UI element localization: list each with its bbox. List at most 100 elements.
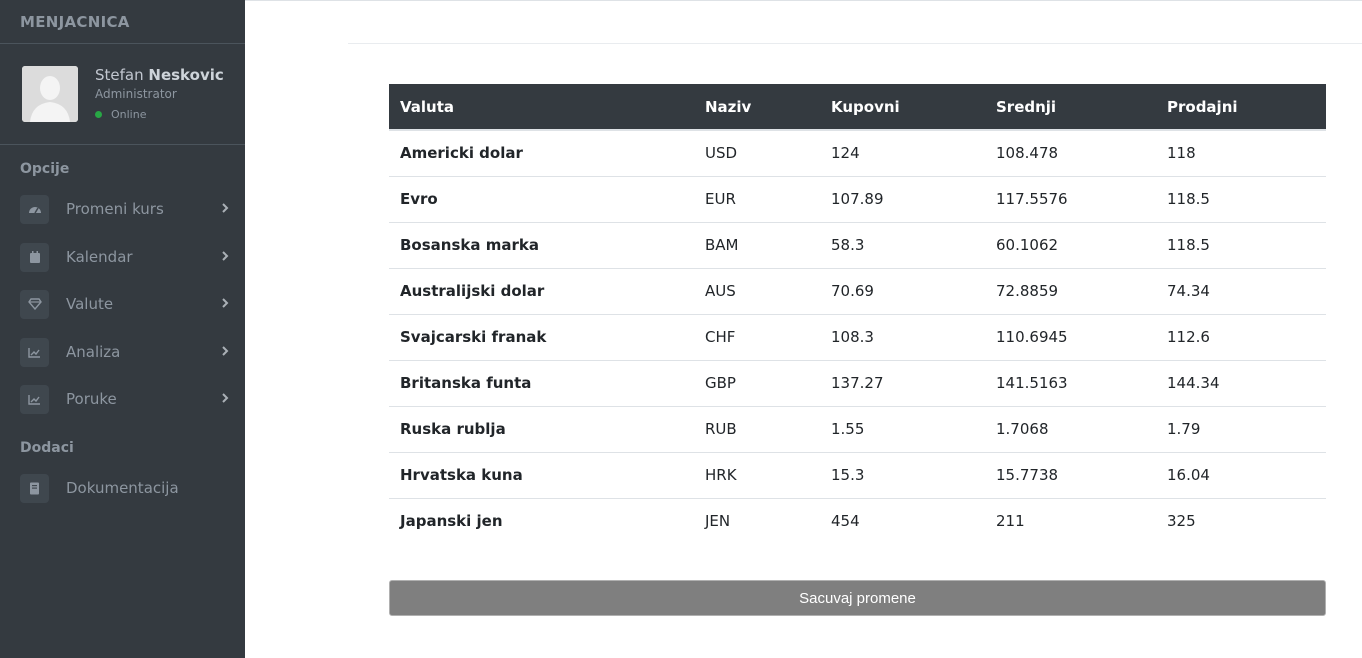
- chevron-right-icon: [222, 346, 229, 356]
- currency-name-cell: Bosanska marka: [389, 221, 694, 268]
- middle-rate-cell: 211: [985, 497, 1156, 544]
- table-row: Britanska funta GBP 137.27 141.5163 144.…: [389, 359, 1326, 406]
- currency-code-cell: HRK: [694, 451, 820, 498]
- sell-rate-cell[interactable]: 1.79: [1156, 405, 1326, 452]
- avatar[interactable]: [22, 66, 78, 122]
- buy-rate-cell[interactable]: 58.3: [820, 221, 985, 268]
- sidebar-item-analiza[interactable]: Analiza: [20, 336, 235, 368]
- column-header-kupovni[interactable]: Kupovni: [820, 84, 985, 130]
- sidebar-item-label: Dokumentacija: [66, 479, 179, 497]
- sell-rate-cell[interactable]: 16.04: [1156, 451, 1326, 498]
- dashboard-icon: [20, 194, 49, 224]
- book-icon: [20, 473, 49, 503]
- currency-name-cell: Britanska funta: [389, 359, 694, 406]
- chevron-right-icon: [222, 298, 229, 308]
- chart-icon: [20, 337, 49, 367]
- currency-table: Valuta Naziv Kupovni Srednji Prodajni Am…: [389, 84, 1326, 544]
- buy-rate-cell[interactable]: 124: [820, 129, 985, 176]
- currency-code-cell: JEN: [694, 497, 820, 544]
- buy-rate-cell[interactable]: 454: [820, 497, 985, 544]
- table-row: Evro EUR 107.89 117.5576 118.5: [389, 175, 1326, 222]
- chevron-right-icon: [222, 251, 229, 261]
- sidebar-item-valute[interactable]: Valute: [20, 288, 235, 320]
- buy-rate-cell[interactable]: 15.3: [820, 451, 985, 498]
- currency-name-cell: Australijski dolar: [389, 267, 694, 314]
- section-dodaci: Dodaci: [20, 440, 74, 456]
- sidebar-item-promeni-kurs[interactable]: Promeni kurs: [20, 193, 235, 225]
- brand-title[interactable]: MENJACNICA: [0, 0, 245, 44]
- chevron-right-icon: [222, 203, 229, 213]
- currency-name-cell: Japanski jen: [389, 497, 694, 544]
- currency-code-cell: RUB: [694, 405, 820, 452]
- sidebar-item-kalendar[interactable]: Kalendar: [20, 241, 235, 273]
- table-row: Australijski dolar AUS 70.69 72.8859 74.…: [389, 267, 1326, 314]
- sidebar-item-label: Promeni kurs: [66, 200, 164, 218]
- buy-rate-cell[interactable]: 137.27: [820, 359, 985, 406]
- user-role: Administrator: [95, 87, 177, 101]
- table-header-row: Valuta Naziv Kupovni Srednji Prodajni: [389, 84, 1326, 130]
- table-row: Americki dolar USD 124 108.478 118: [389, 129, 1326, 176]
- currency-code-cell: EUR: [694, 175, 820, 222]
- user-silhouette-icon: [22, 66, 78, 122]
- currency-name-cell: Americki dolar: [389, 129, 694, 176]
- top-navbar: [245, 0, 1362, 44]
- sell-rate-cell[interactable]: 325: [1156, 497, 1326, 544]
- sell-rate-cell[interactable]: 118.5: [1156, 221, 1326, 268]
- table-row: Svajcarski franak CHF 108.3 110.6945 112…: [389, 313, 1326, 360]
- sidebar-item-poruke[interactable]: Poruke: [20, 383, 235, 415]
- currency-code-cell: BAM: [694, 221, 820, 268]
- middle-rate-cell: 117.5576: [985, 175, 1156, 222]
- sell-rate-cell[interactable]: 118: [1156, 129, 1326, 176]
- middle-rate-cell: 110.6945: [985, 313, 1156, 360]
- currency-name-cell: Evro: [389, 175, 694, 222]
- user-panel: Stefan Neskovic Administrator Online: [0, 44, 245, 145]
- user-last-name: Neskovic: [148, 66, 224, 84]
- currency-name-cell: Ruska rublja: [389, 405, 694, 452]
- online-dot-icon: [95, 111, 102, 118]
- column-header-naziv[interactable]: Naziv: [694, 84, 820, 130]
- middle-rate-cell: 72.8859: [985, 267, 1156, 314]
- middle-rate-cell: 141.5163: [985, 359, 1156, 406]
- save-changes-button[interactable]: Sacuvaj promene: [389, 580, 1326, 616]
- middle-rate-cell: 60.1062: [985, 221, 1156, 268]
- column-header-valuta[interactable]: Valuta: [389, 84, 694, 130]
- sidebar-item-label: Poruke: [66, 390, 117, 408]
- sell-rate-cell[interactable]: 74.34: [1156, 267, 1326, 314]
- middle-rate-cell: 108.478: [985, 129, 1156, 176]
- sidebar-item-label: Analiza: [66, 343, 121, 361]
- user-status: Online: [95, 108, 146, 121]
- buy-rate-cell[interactable]: 70.69: [820, 267, 985, 314]
- sidebar-item-dokumentacija[interactable]: Dokumentacija: [20, 472, 235, 504]
- sell-rate-cell[interactable]: 118.5: [1156, 175, 1326, 222]
- currency-code-cell: CHF: [694, 313, 820, 360]
- header-divider: [348, 43, 1362, 44]
- user-status-label: Online: [111, 108, 147, 121]
- table-row: Bosanska marka BAM 58.3 60.1062 118.5: [389, 221, 1326, 268]
- sidebar-item-label: Kalendar: [66, 248, 133, 266]
- user-name[interactable]: Stefan Neskovic: [95, 66, 224, 84]
- sell-rate-cell[interactable]: 144.34: [1156, 359, 1326, 406]
- buy-rate-cell[interactable]: 107.89: [820, 175, 985, 222]
- currency-name-cell: Hrvatska kuna: [389, 451, 694, 498]
- middle-rate-cell: 15.7738: [985, 451, 1156, 498]
- chart-icon: [20, 384, 49, 414]
- table-row: Hrvatska kuna HRK 15.3 15.7738 16.04: [389, 451, 1326, 498]
- chevron-right-icon: [222, 393, 229, 403]
- table-row: Japanski jen JEN 454 211 325: [389, 497, 1326, 544]
- table-row: Ruska rublja RUB 1.55 1.7068 1.79: [389, 405, 1326, 452]
- sidebar-item-label: Valute: [66, 295, 114, 313]
- gem-icon: [20, 289, 49, 319]
- buy-rate-cell[interactable]: 1.55: [820, 405, 985, 452]
- currency-code-cell: AUS: [694, 267, 820, 314]
- currency-code-cell: USD: [694, 129, 820, 176]
- sidebar: MENJACNICA Stefan Neskovic Administrator…: [0, 0, 245, 658]
- column-header-srednji[interactable]: Srednji: [985, 84, 1156, 130]
- column-header-prodajni[interactable]: Prodajni: [1156, 84, 1326, 130]
- buy-rate-cell[interactable]: 108.3: [820, 313, 985, 360]
- section-opcije: Opcije: [20, 161, 70, 177]
- middle-rate-cell: 1.7068: [985, 405, 1156, 452]
- sell-rate-cell[interactable]: 112.6: [1156, 313, 1326, 360]
- calendar-icon: [20, 242, 49, 272]
- currency-name-cell: Svajcarski franak: [389, 313, 694, 360]
- currency-code-cell: GBP: [694, 359, 820, 406]
